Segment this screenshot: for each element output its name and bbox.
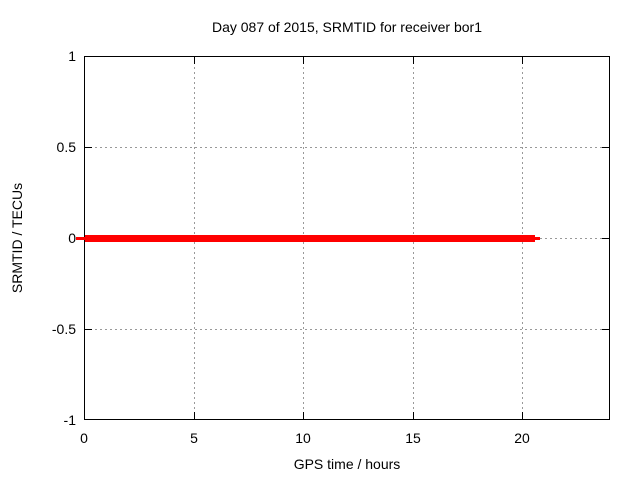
tickmark-right-m0p5 [602, 329, 609, 330]
y-tick-label-m1: -1 [63, 412, 76, 428]
chart-title: Day 087 of 2015, SRMTID for receiver bor… [211, 19, 482, 35]
y-tick-label-m0p5: -0.5 [51, 321, 76, 337]
x-tick-label-5: 5 [190, 430, 198, 446]
gridline-y-m0p5 [85, 329, 609, 330]
tickmark-left-0p5 [85, 147, 92, 148]
x-tick-label-0: 0 [80, 430, 88, 446]
series-srmtid-right-cap [535, 237, 540, 240]
tickmark-right-0 [602, 238, 609, 239]
series-srmtid-line [85, 235, 535, 242]
gridline-y-0p5 [85, 147, 609, 148]
tickmark-top-5 [194, 57, 195, 64]
y-axis-title: SRMTID / TECUs [9, 182, 25, 294]
y-tick-label-0p5: 0.5 [56, 139, 76, 155]
x-tick-label-10: 10 [295, 430, 311, 446]
tickmark-left-m0p5 [85, 329, 92, 330]
tickmark-bottom-5 [194, 412, 195, 419]
plot-area [76, 56, 610, 420]
tickmark-top-10 [303, 57, 304, 64]
tickmark-top-15 [413, 57, 414, 64]
x-tick-label-20: 20 [514, 430, 530, 446]
series-srmtid-left-cap [76, 237, 85, 240]
tickmark-top-20 [522, 57, 523, 64]
y-tick-label-1: 1 [68, 48, 76, 64]
x-axis-title: GPS time / hours [293, 456, 401, 472]
tickmark-bottom-15 [413, 412, 414, 419]
y-tick-label-0: 0 [68, 230, 76, 246]
tickmark-bottom-20 [522, 412, 523, 419]
tickmark-right-0p5 [602, 147, 609, 148]
x-tick-label-15: 15 [405, 430, 421, 446]
tickmark-bottom-10 [303, 412, 304, 419]
